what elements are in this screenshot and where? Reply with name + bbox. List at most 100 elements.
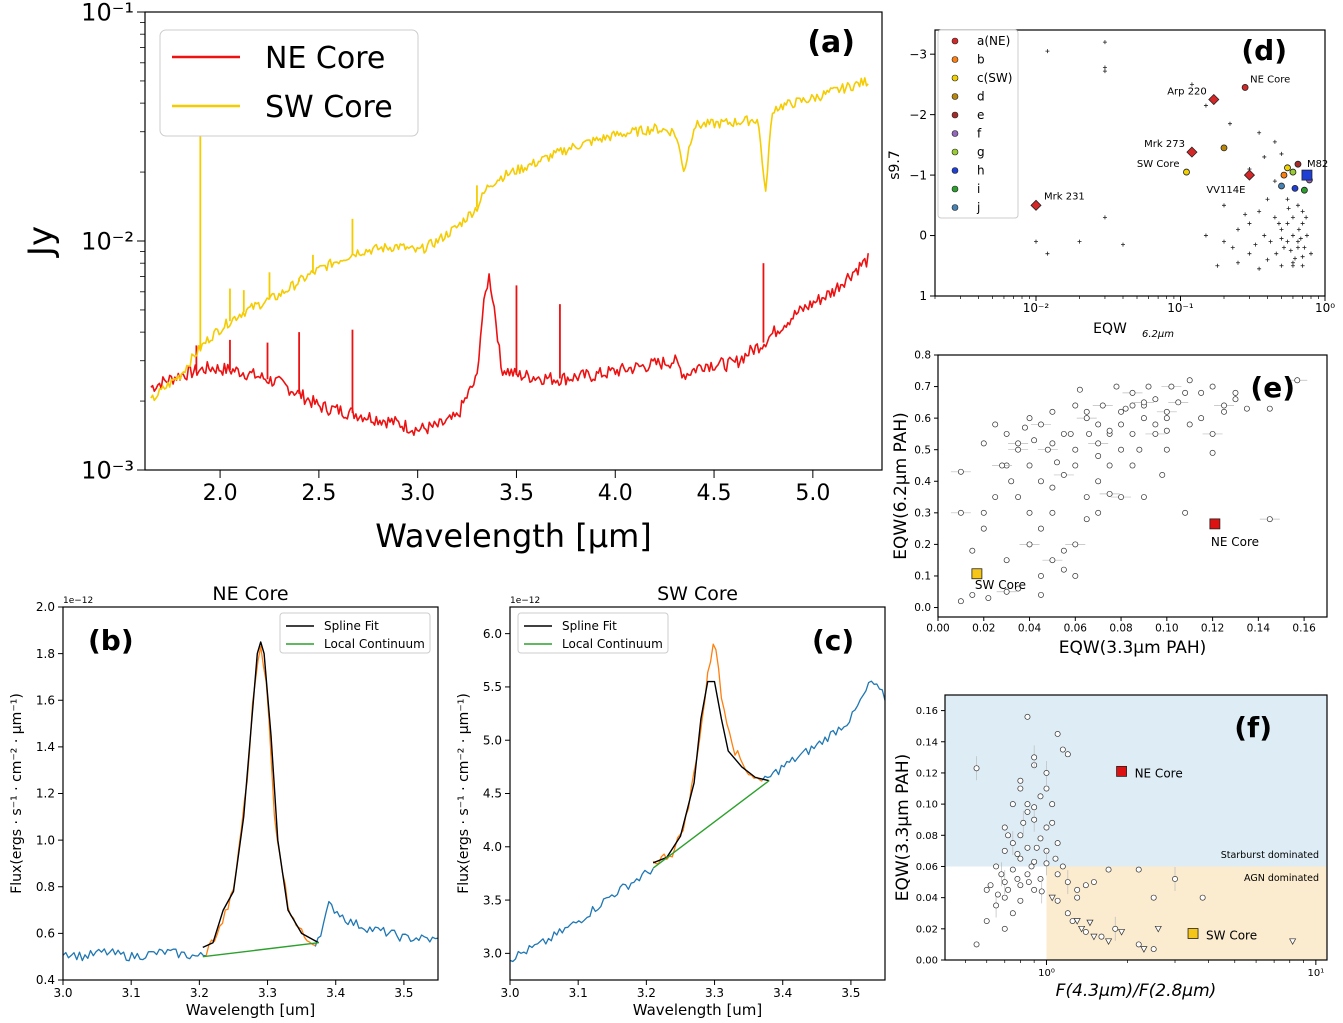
x-tick-label: 3.0 (400, 481, 435, 506)
data-point (1122, 405, 1129, 412)
data-point (1082, 882, 1089, 889)
x-axis-label: Wavelength [um] (633, 1001, 763, 1019)
background-point (1236, 260, 1240, 265)
axis-exponent-label: 1e−12 (63, 596, 93, 606)
legend-label: SW Core (265, 90, 393, 125)
x-tick-label: 0.14 (1247, 623, 1271, 635)
x-tick-label: 3.5 (499, 481, 534, 506)
y-tick-label: 10⁻¹ (81, 0, 134, 26)
data-point (1209, 383, 1216, 390)
data-point (1175, 399, 1182, 406)
x-tick-label: 0.00 (926, 623, 949, 635)
colored-point (1294, 160, 1302, 168)
background-point (1300, 209, 1305, 214)
data-point (1072, 446, 1079, 453)
data-point (1182, 389, 1189, 396)
point-label: VV114E (1206, 185, 1245, 196)
panel-c: 3.0 3.1 3.2 3.3 3.4 3.5 3.0 3.5 4.0 4.5 5.0 5.5 6.0 S… (456, 583, 886, 1019)
data-point (1049, 557, 1056, 564)
y-tick-label: 0 (919, 229, 927, 243)
data-point (1083, 408, 1090, 415)
background-point (1102, 65, 1107, 70)
panel-label: (f) (1234, 711, 1272, 744)
background-point (1102, 69, 1107, 74)
data-point (1033, 844, 1040, 851)
legend-label: NE Core (265, 41, 385, 76)
upper-limit-point (1154, 925, 1162, 933)
y-tick-label: 0.0 (914, 602, 931, 614)
data-point (1017, 785, 1024, 792)
background-point (1285, 221, 1290, 226)
x-tick-label: 3.0 (500, 986, 519, 1000)
panel-a: 2.0 2.5 3.0 3.5 4.0 4.5 5.0 10⁻³ 10⁻² 10⁻¹ Jy Wavel… (21, 0, 883, 555)
x-tick-label: 4.0 (598, 481, 633, 506)
point-label: NE Core (1250, 74, 1290, 85)
data-point (1074, 894, 1081, 901)
data-point (1136, 446, 1143, 453)
background-point (1290, 215, 1295, 220)
data-point (1150, 946, 1157, 953)
axis-exponent-label: 1e−12 (510, 596, 540, 606)
data-point (1022, 424, 1028, 431)
data-point (1009, 840, 1016, 847)
panel-label: (e) (1250, 371, 1295, 404)
data-point (1106, 490, 1113, 497)
data-point (1076, 386, 1083, 393)
y-axis-label: Flux(ergs · s⁻¹ · cm⁻² · μm⁻¹) (9, 693, 25, 894)
data-point (980, 509, 987, 516)
labeled-point (1243, 169, 1256, 181)
data-point (1038, 888, 1045, 895)
data-point (1064, 751, 1071, 758)
x-tick-label: 0.04 (1018, 623, 1042, 635)
data-point (980, 525, 987, 532)
data-point (1172, 875, 1178, 882)
data-point (1129, 402, 1136, 409)
x-tick-label: 5.0 (795, 481, 830, 506)
x-tick-label: 3.3 (705, 986, 724, 1000)
data-point (1003, 557, 1010, 564)
y-axis-label: Jy (21, 226, 61, 258)
y-tick-label: 1 (919, 289, 927, 303)
data-point (1024, 801, 1031, 808)
y-axis-label: EQW(6.2μm PAH) (891, 412, 911, 560)
x-tick-label: 10⁻² (1023, 301, 1050, 315)
data-point (1054, 897, 1061, 904)
legend-label-continuum: Local Continuum (324, 637, 425, 651)
panel-e: NE Core SW Core 0.00 0.02 0.04 0.06 0.08 0.10 0.… (891, 350, 1328, 658)
data-point (983, 886, 990, 893)
background-point (1045, 49, 1050, 54)
y-tick-label: −1 (909, 168, 927, 182)
region-label-agn: AGN dominated (1244, 873, 1319, 884)
data-point (1112, 925, 1119, 932)
data-point (992, 494, 999, 500)
data-point (1054, 459, 1060, 466)
data-point (1015, 585, 1022, 592)
background-point (1300, 221, 1305, 226)
data-point (1049, 509, 1056, 516)
colored-point (1284, 164, 1291, 172)
data-point (1049, 440, 1056, 447)
data-point (1145, 383, 1152, 390)
y-tick-label: 5.5 (483, 680, 502, 694)
legend-marker (951, 185, 959, 193)
background-point (1290, 263, 1295, 268)
background-point (1247, 221, 1252, 226)
x-tick-label: 4.5 (697, 481, 732, 506)
y-tick-label: −3 (909, 47, 927, 61)
colored-point (1291, 184, 1299, 192)
background-point (1045, 251, 1050, 256)
data-point (992, 421, 999, 428)
data-point (1163, 415, 1170, 422)
data-point (1008, 478, 1015, 485)
data-point (1049, 408, 1056, 415)
legend-marker (951, 130, 959, 137)
labeled-point (1208, 93, 1220, 106)
background-point (1227, 121, 1232, 126)
data-point (994, 891, 1001, 898)
x-tick-label: 3.1 (122, 986, 141, 1000)
data-point (1015, 494, 1022, 500)
legend-marker (951, 37, 959, 45)
background-point (1243, 212, 1248, 217)
data-point (1186, 377, 1193, 384)
data-point (1083, 516, 1090, 523)
